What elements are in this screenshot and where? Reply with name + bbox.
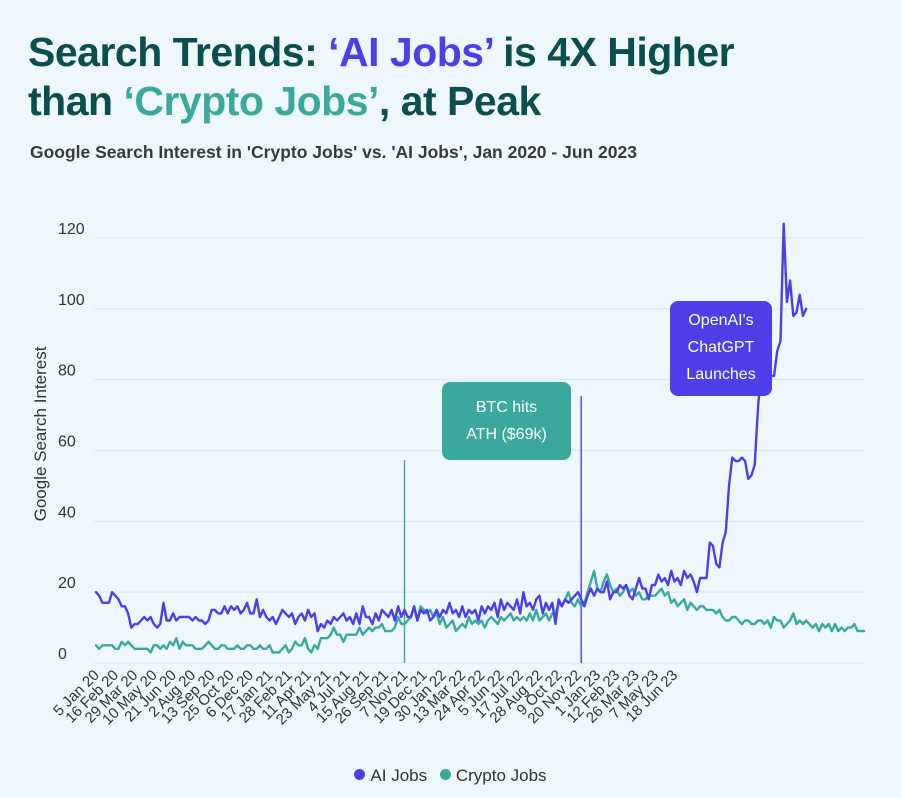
y-tick-label: 80	[58, 363, 76, 380]
y-tick-label: 20	[58, 575, 76, 592]
btc-callout-line-2: ATH ($69k)	[466, 426, 547, 443]
title-part-2: is 4X Higher	[492, 29, 735, 75]
chatgpt-callout-line-1: OpenAI's	[688, 312, 754, 329]
y-tick-label: 100	[58, 292, 85, 309]
chart-title: Search Trends: ‘AI Jobs’ is 4X Higher tha…	[28, 28, 735, 126]
chatgpt-callout-line-2: ChatGPT	[687, 339, 755, 356]
btc-callout: BTC hits ATH ($69k)	[442, 382, 571, 460]
y-tick-label: 0	[58, 646, 67, 663]
y-tick-label: 120	[58, 221, 85, 238]
title-crypto-jobs: ‘Crypto Jobs’	[123, 78, 379, 124]
y-axis-label: Google Search Interest	[31, 346, 50, 521]
legend-ai-dot-icon	[354, 769, 366, 780]
legend-crypto-dot-icon	[439, 769, 451, 780]
legend: AI Jobs Crypto Jobs	[0, 766, 901, 786]
title-part-3: than	[28, 78, 124, 124]
title-part-1: Search Trends:	[28, 29, 329, 75]
title-ai-jobs: ‘AI Jobs’	[328, 29, 493, 75]
y-tick-label: 40	[58, 504, 76, 521]
legend-item-crypto-jobs[interactable]: Crypto Jobs	[439, 766, 547, 786]
series-line-crypto-jobs	[94, 569, 866, 654]
legend-crypto-label: Crypto Jobs	[455, 766, 547, 785]
chatgpt-callout-line-3: Launches	[686, 366, 756, 383]
btc-callout-line-1: BTC hits	[475, 399, 538, 416]
legend-item-ai-jobs[interactable]: AI Jobs	[354, 766, 427, 786]
y-tick-label: 60	[58, 434, 76, 451]
title-part-4: , at Peak	[378, 78, 541, 124]
chart-subtitle: Google Search Interest in 'Crypto Jobs' …	[30, 142, 637, 162]
series-line-ai-jobs	[94, 222, 808, 633]
legend-ai-label: AI Jobs	[370, 766, 428, 785]
chatgpt-callout: OpenAI's ChatGPT Launches	[670, 301, 772, 396]
